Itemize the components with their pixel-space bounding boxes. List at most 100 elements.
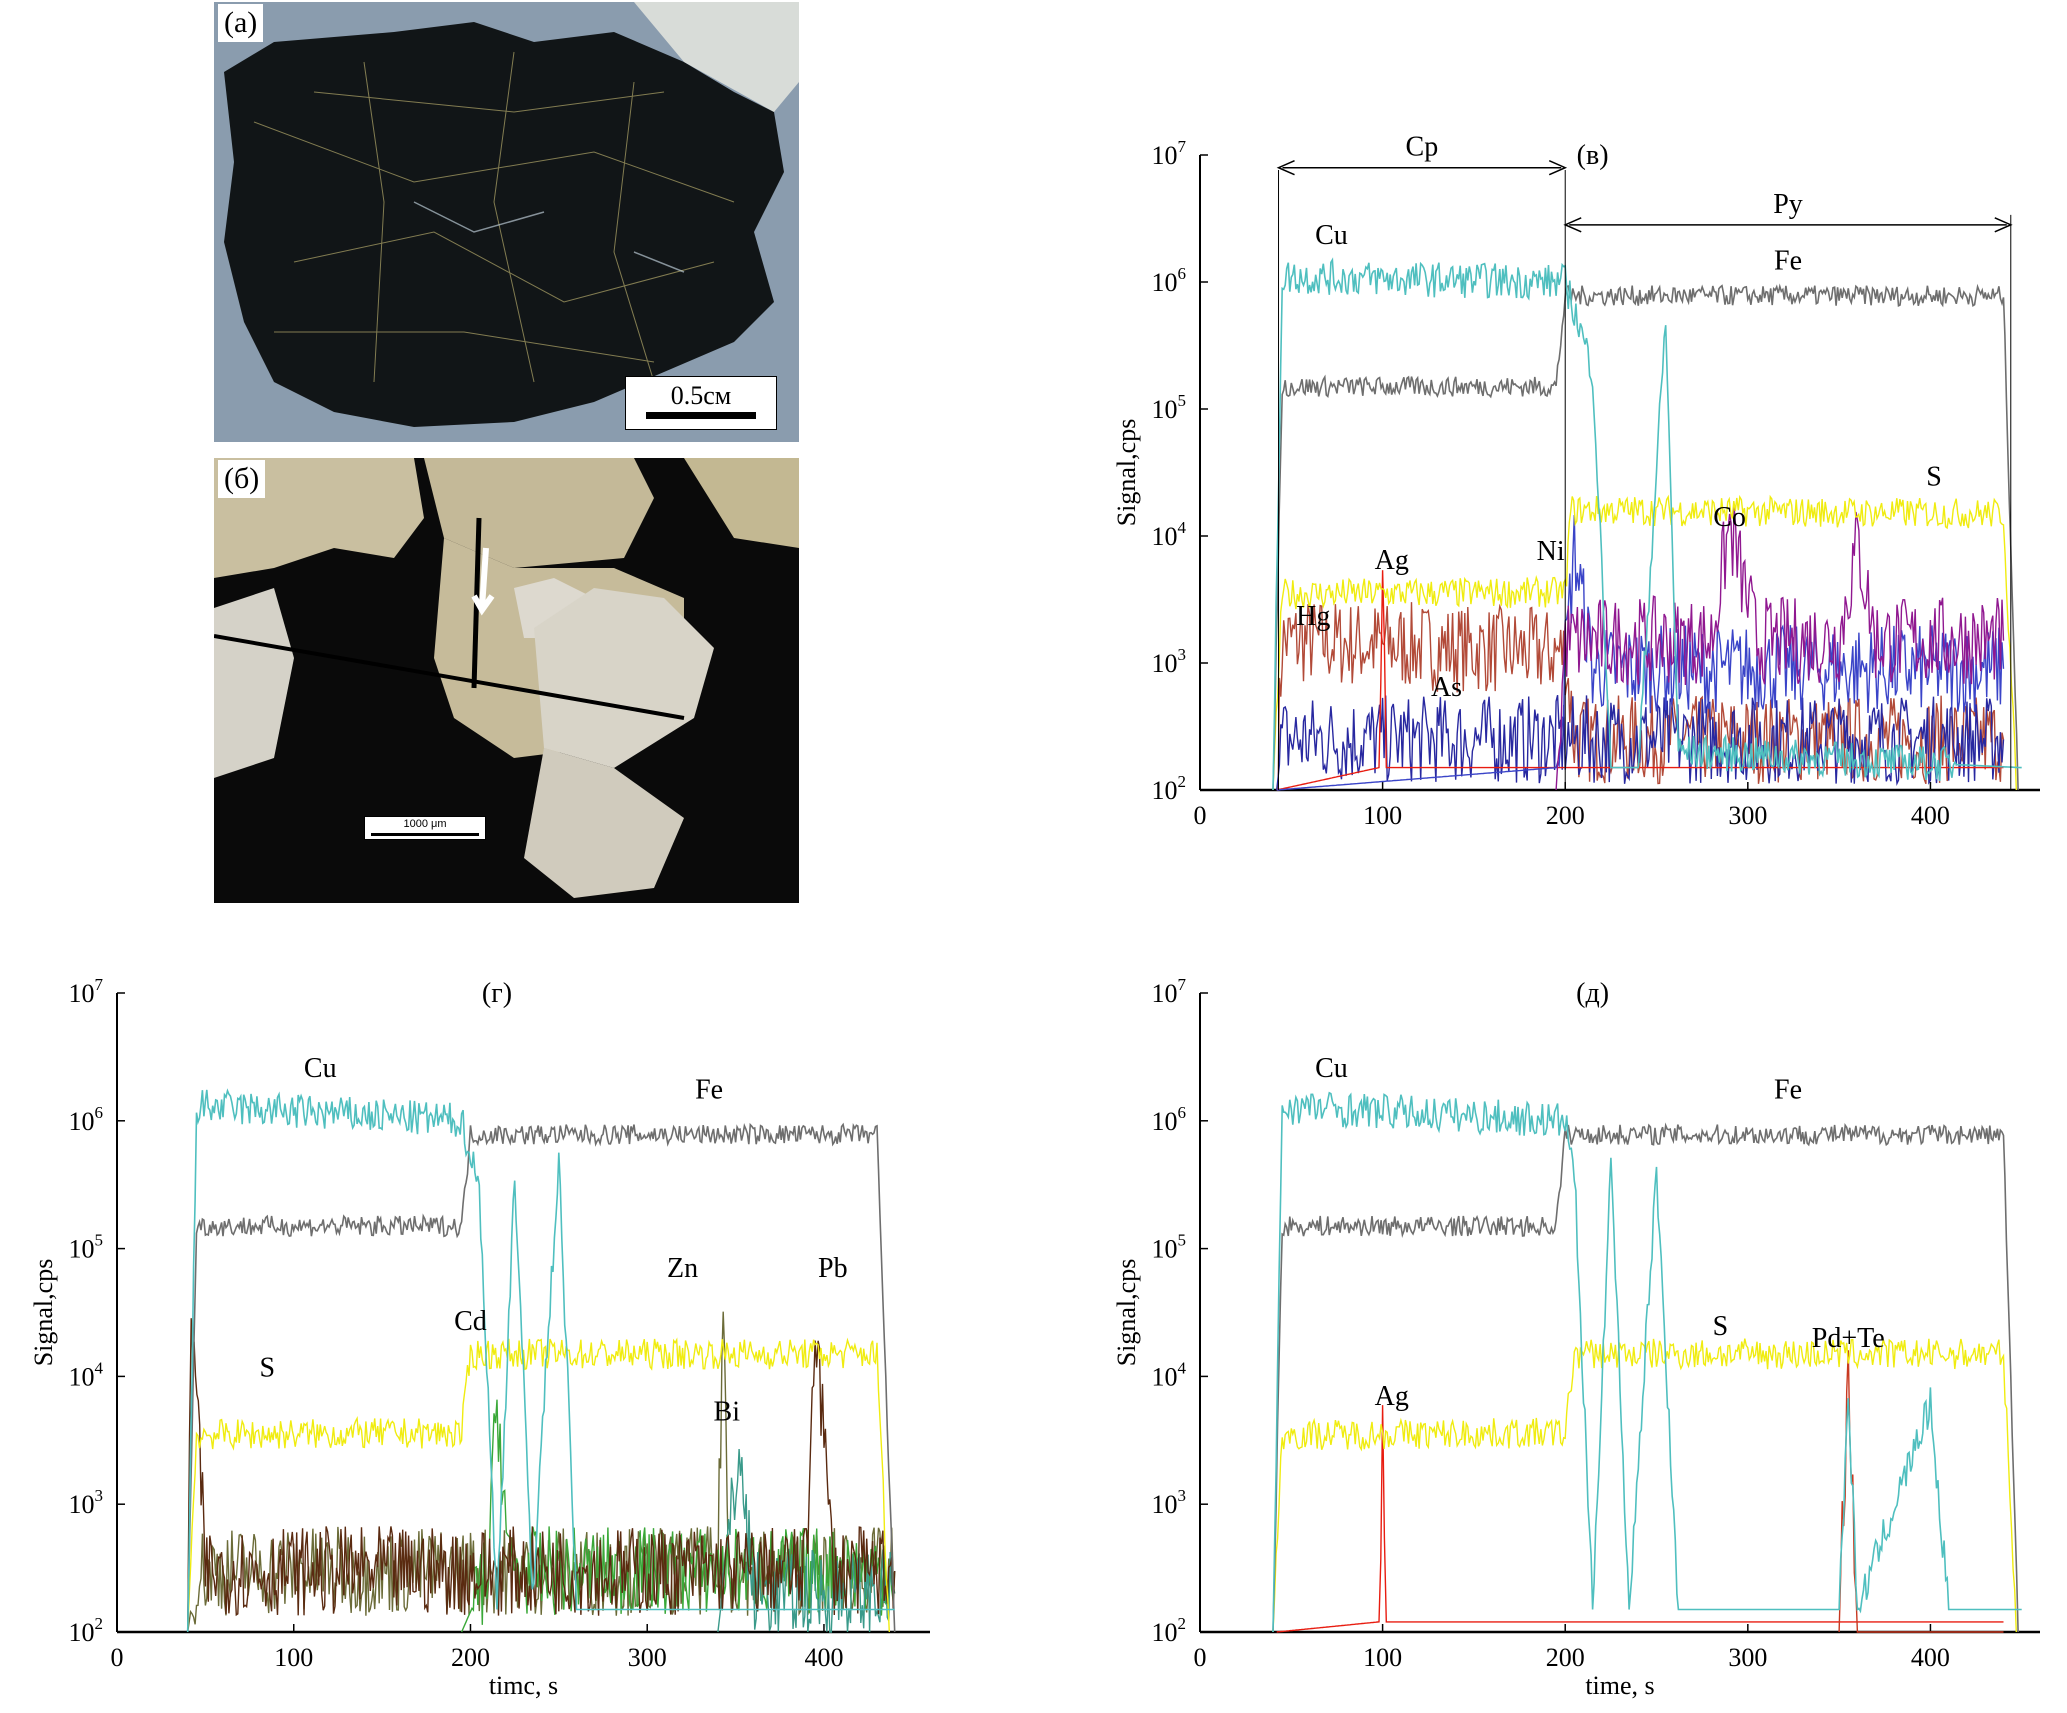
v-xtick-label: 0 [1194, 801, 1207, 830]
d-series-s [1272, 1338, 2017, 1633]
v-range-arrow [1548, 160, 1568, 176]
v-ytick-exp: 7 [1178, 137, 1187, 156]
d-series-pd-te [1838, 1350, 2004, 1633]
v-range-arrow [1994, 217, 2013, 233]
d-xtick-label: 200 [1546, 1643, 1585, 1672]
d-ylabel: Signal,cps [1112, 1259, 1141, 1367]
g-xtick-label: 100 [274, 1643, 313, 1672]
v-ytick-exp: 4 [1178, 518, 1187, 537]
v-xtick-label: 400 [1911, 801, 1950, 830]
photo-rock-sample: (а) 0.5см [214, 2, 799, 442]
d-ytick-label: 107 [1152, 975, 1187, 1008]
photo-a-scale-text: 0.5см [670, 381, 732, 410]
v-range-label: Cp [1406, 132, 1439, 163]
v-annotation-as: As [1431, 672, 1462, 703]
d-ytick-label: 103 [1152, 1486, 1187, 1519]
v-annotation-s: S [1926, 461, 1942, 492]
v-ytick-exp: 2 [1178, 772, 1187, 791]
v-title: (в) [1577, 140, 1609, 171]
g-series-pb [187, 1318, 896, 1633]
v-xtick-label: 100 [1363, 801, 1402, 830]
v-series-as [1276, 695, 2005, 791]
photo-b-scale-bar: 1000 μm [364, 816, 486, 840]
d-annotation-pd-te: Pd+Te [1812, 1323, 1885, 1354]
d-ytick-exp: 2 [1178, 1614, 1187, 1633]
v-annotation-hg: Hg [1296, 601, 1330, 632]
v-xtick-label: 300 [1728, 801, 1767, 830]
g-annotation-bi: Bi [714, 1397, 741, 1428]
v-annotation-cu: Cu [1315, 220, 1348, 251]
g-xtick-label: 0 [111, 1643, 124, 1672]
d-xtick-label: 100 [1363, 1643, 1402, 1672]
d-series-ag [1276, 1405, 2004, 1633]
g-series-fe [186, 1122, 896, 1633]
v-annotation-fe: Fe [1774, 246, 1802, 277]
v-range-arrow [1276, 160, 1295, 176]
g-series-cu [186, 1088, 895, 1633]
g-annotation-fe: Fe [695, 1074, 723, 1105]
g-xlabel: timc, s [489, 1671, 558, 1700]
g-xtick-label: 400 [804, 1643, 843, 1672]
g-annotation-zn: Zn [667, 1253, 698, 1284]
g-annotation-cu: Cu [304, 1053, 337, 1084]
photo-a-scale-line [646, 412, 756, 419]
photo-a-scale-bar: 0.5см [625, 376, 777, 430]
photo-a-label: (а) [218, 4, 264, 42]
g-ytick-exp: 2 [95, 1614, 104, 1633]
g-xtick-label: 300 [628, 1643, 667, 1672]
d-series-cu [1272, 1091, 2022, 1633]
v-annotation-ni: Ni [1537, 536, 1565, 567]
g-ytick-exp: 4 [95, 1358, 104, 1377]
d-ytick-exp: 7 [1178, 975, 1187, 994]
g-series-s [187, 1337, 890, 1633]
v-series-cu [1272, 257, 2022, 791]
v-series-co [1555, 507, 2005, 791]
v-ytick-exp: 3 [1178, 645, 1187, 664]
g-ytick-exp: 6 [95, 1103, 104, 1122]
v-ylabel: Signal,cps [1112, 419, 1141, 527]
v-ytick-exp: 5 [1178, 391, 1187, 410]
d-annotation-ag: Ag [1375, 1381, 1409, 1412]
v-series-s [1272, 494, 2017, 791]
photo-b-label: (б) [218, 460, 266, 498]
g-xtick-label: 200 [451, 1643, 490, 1672]
v-series-fe [1272, 283, 2019, 791]
d-annotation-fe: Fe [1774, 1074, 1802, 1105]
d-annotation-cu: Cu [1315, 1053, 1348, 1084]
d-ytick-label: 105 [1152, 1231, 1187, 1264]
v-annotation-ag: Ag [1375, 545, 1409, 576]
v-series-ag [1276, 570, 2004, 791]
rock-image [214, 2, 799, 442]
d-ytick-label: 102 [1152, 1614, 1187, 1647]
g-annotation-s: S [259, 1352, 275, 1383]
d-xtick-label: 300 [1728, 1643, 1767, 1672]
d-ytick-exp: 5 [1178, 1231, 1187, 1250]
v-range-label: Py [1773, 189, 1803, 220]
v-ytick-label: 105 [1152, 391, 1187, 424]
g-ylabel: Signal,cps [29, 1259, 58, 1367]
d-xlabel: time, s [1585, 1671, 1654, 1700]
v-xtick-label: 200 [1546, 801, 1585, 830]
g-annotation-cd: Cd [454, 1306, 487, 1337]
d-title: (д) [1576, 978, 1609, 1009]
g-title: (г) [482, 978, 512, 1009]
d-annotation-s: S [1713, 1311, 1729, 1342]
g-ytick-exp: 3 [95, 1486, 104, 1505]
photo-b-scale-line [371, 833, 479, 836]
photo-polished-section: (б) 1000 μm [214, 458, 799, 903]
micrograph-image [214, 458, 799, 903]
v-annotation-co: Co [1713, 502, 1746, 533]
d-ytick-exp: 6 [1178, 1103, 1187, 1122]
v-ytick-exp: 6 [1178, 264, 1187, 283]
d-series-fe [1272, 1122, 2019, 1633]
photo-b-scale-text: 1000 μm [403, 818, 447, 830]
d-ytick-exp: 3 [1178, 1486, 1187, 1505]
d-ytick-label: 106 [1152, 1103, 1187, 1136]
d-ytick-label: 104 [1152, 1358, 1187, 1391]
g-ytick-exp: 7 [95, 975, 104, 994]
g-annotation-pb: Pb [818, 1253, 848, 1284]
v-series-ni [1276, 514, 2005, 791]
